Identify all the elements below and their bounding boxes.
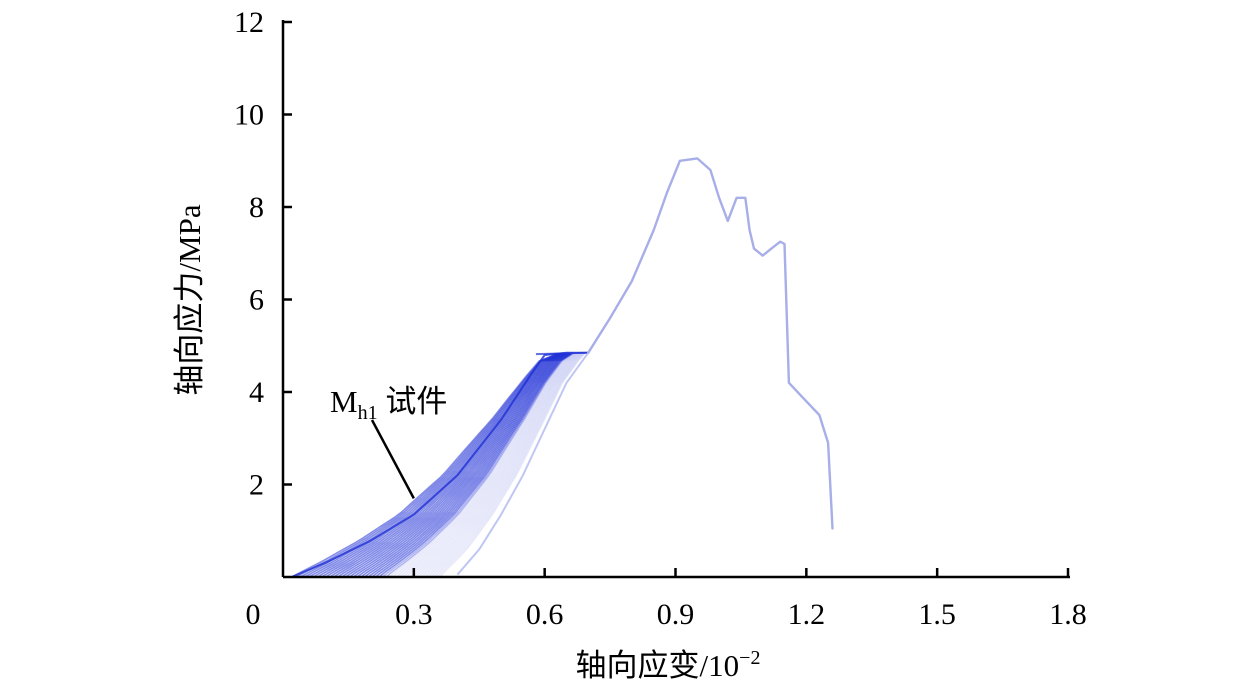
annotation-leader-line (370, 419, 415, 499)
cycle-curve (308, 352, 561, 578)
cycle-curve (412, 352, 580, 578)
x-tick-label: 1.8 (1049, 598, 1087, 631)
y-tick-label: 8 (249, 191, 264, 224)
y-tick-label: 10 (234, 99, 264, 132)
cycle-curve (399, 352, 577, 578)
specimen-annotation: Mh1 试件 (330, 384, 447, 499)
cycle-curve (368, 352, 571, 578)
cycle-loading-envelope (291, 351, 589, 578)
x-tick-label: 1.5 (918, 598, 956, 631)
cycle-curve (437, 353, 585, 578)
cycle-curve (389, 352, 575, 578)
x-tick-label: 1.2 (788, 598, 826, 631)
cycle-curve (431, 353, 584, 578)
x-tick-label: 0.6 (526, 598, 564, 631)
cycle-curve (378, 352, 573, 578)
annotation-label: Mh1 试件 (330, 384, 447, 424)
axes: 0 0.3 0.6 0.9 1.2 1.5 1.8 2 4 6 8 10 12 (234, 6, 1087, 631)
cycle-curve (392, 352, 576, 578)
cycle-curve (345, 352, 567, 578)
cycle-curve (406, 352, 578, 578)
cycle-curve (337, 352, 566, 578)
cycle-unloading-envelope (456, 352, 590, 576)
annotation-subscript: h1 (358, 402, 378, 424)
cycle-curve (428, 353, 583, 578)
x-axis-title: 轴向应变/10−2 (576, 647, 761, 683)
cycle-curve (295, 352, 559, 578)
cycle-curve (349, 352, 568, 578)
cycle-curve (325, 352, 564, 578)
cycle-curve (409, 352, 579, 578)
y-tick-label: 4 (249, 376, 264, 409)
y-ticks: 2 4 6 8 10 12 (234, 6, 292, 502)
y-tick-label: 6 (249, 284, 264, 317)
x-ticks: 0 0.3 0.6 0.9 1.2 1.5 1.8 (246, 568, 1087, 631)
x-axis-title-superscript: −2 (739, 647, 760, 669)
cycle-curve (422, 353, 582, 578)
cycle-curve (304, 352, 561, 578)
post-cycle-curve (587, 157, 834, 530)
cycle-curve (382, 352, 574, 578)
cycle-curve (371, 352, 572, 578)
cycle-curve (375, 352, 572, 578)
cycle-curve (360, 352, 570, 578)
x-tick-label: 0.9 (657, 598, 695, 631)
cycle-curve (415, 352, 580, 578)
cycle-curve (419, 353, 581, 578)
x-tick-label: 0 (246, 598, 261, 631)
cycle-curve (440, 353, 586, 578)
cycle-curve (364, 352, 570, 578)
y-axis-title: 轴向应力/MPa (172, 204, 207, 395)
cycle-curve (434, 353, 584, 578)
cycle-curve (329, 352, 564, 578)
y-tick-label: 2 (249, 469, 264, 502)
cycle-curve (425, 353, 582, 578)
cycle-curve (403, 352, 578, 578)
y-tick-label: 12 (234, 6, 264, 39)
cycle-curve (396, 352, 576, 578)
cycle-curve (386, 352, 574, 578)
cycle-curve (341, 352, 566, 578)
x-tick-label: 0.3 (395, 598, 433, 631)
cycle-curve (353, 352, 568, 578)
annotation-suffix: 试件 (378, 384, 448, 419)
cycle-curve (291, 352, 559, 578)
cyclic-loading-curves (291, 351, 590, 578)
cycle-curve (356, 352, 569, 578)
cycle-curve (333, 352, 565, 578)
